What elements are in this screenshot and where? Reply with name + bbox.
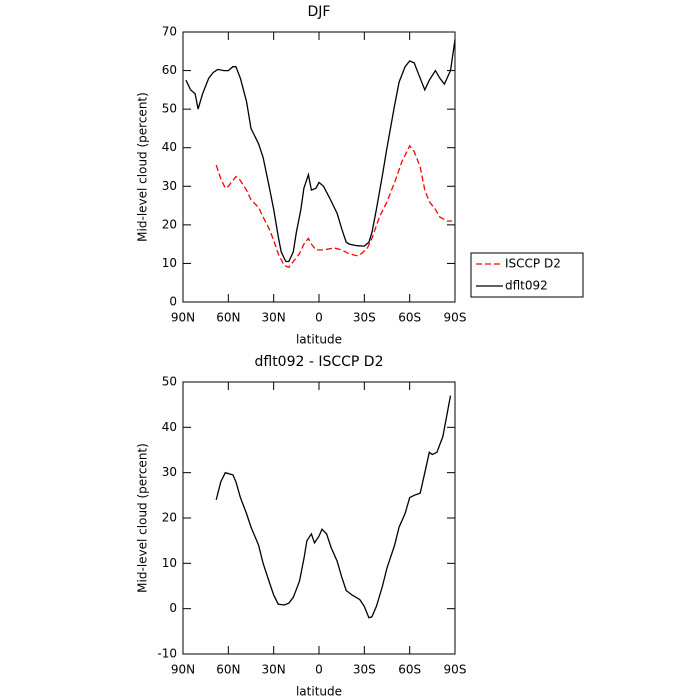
series-line (215, 395, 452, 619)
plot-frame (182, 381, 456, 655)
y-tick-label: -10 (157, 647, 177, 661)
plot-frame (182, 31, 456, 303)
y-axis-label: Mid-level cloud (percent) (136, 443, 150, 593)
series-line (215, 144, 452, 269)
y-tick-label: 50 (162, 375, 177, 389)
y-tick-label: 10 (162, 256, 177, 270)
y-tick-label: 40 (162, 420, 177, 434)
x-tick-label: 90N (171, 311, 195, 325)
x-tick-label: 30N (262, 311, 286, 325)
y-tick-label: 20 (162, 511, 177, 525)
y-tick-label: 10 (162, 556, 177, 570)
chart-title: dflt092 - ISCCP D2 (254, 354, 383, 370)
x-axis-label: latitude (296, 685, 342, 699)
y-tick-label: 40 (162, 140, 177, 154)
y-tick-label: 0 (169, 601, 177, 615)
y-tick-label: 70 (162, 25, 177, 39)
y-tick-label: 30 (162, 465, 177, 479)
x-axis-label: latitude (296, 333, 342, 347)
chart-title: DJF (308, 4, 331, 20)
x-tick-label: 90S (444, 311, 467, 325)
x-tick-label: 60S (398, 663, 421, 677)
y-tick-label: 50 (162, 102, 177, 116)
series-line (185, 39, 456, 263)
legend-label: ISCCP D2 (505, 257, 561, 271)
x-tick-label: 60N (216, 311, 240, 325)
legend-label: dflt092 (505, 279, 548, 293)
x-tick-label: 0 (315, 663, 323, 677)
x-tick-label: 90N (171, 663, 195, 677)
x-tick-label: 30N (262, 663, 286, 677)
x-tick-label: 0 (315, 311, 323, 325)
y-tick-label: 20 (162, 217, 177, 231)
x-tick-label: 90S (444, 663, 467, 677)
y-tick-label: 60 (162, 63, 177, 77)
x-tick-label: 30S (353, 311, 376, 325)
y-axis-label: Mid-level cloud (percent) (136, 92, 150, 242)
y-tick-label: 30 (162, 179, 177, 193)
legend-box (470, 252, 584, 298)
x-tick-label: 30S (353, 663, 376, 677)
x-tick-label: 60N (216, 663, 240, 677)
y-tick-label: 0 (169, 295, 177, 309)
x-tick-label: 60S (398, 311, 421, 325)
